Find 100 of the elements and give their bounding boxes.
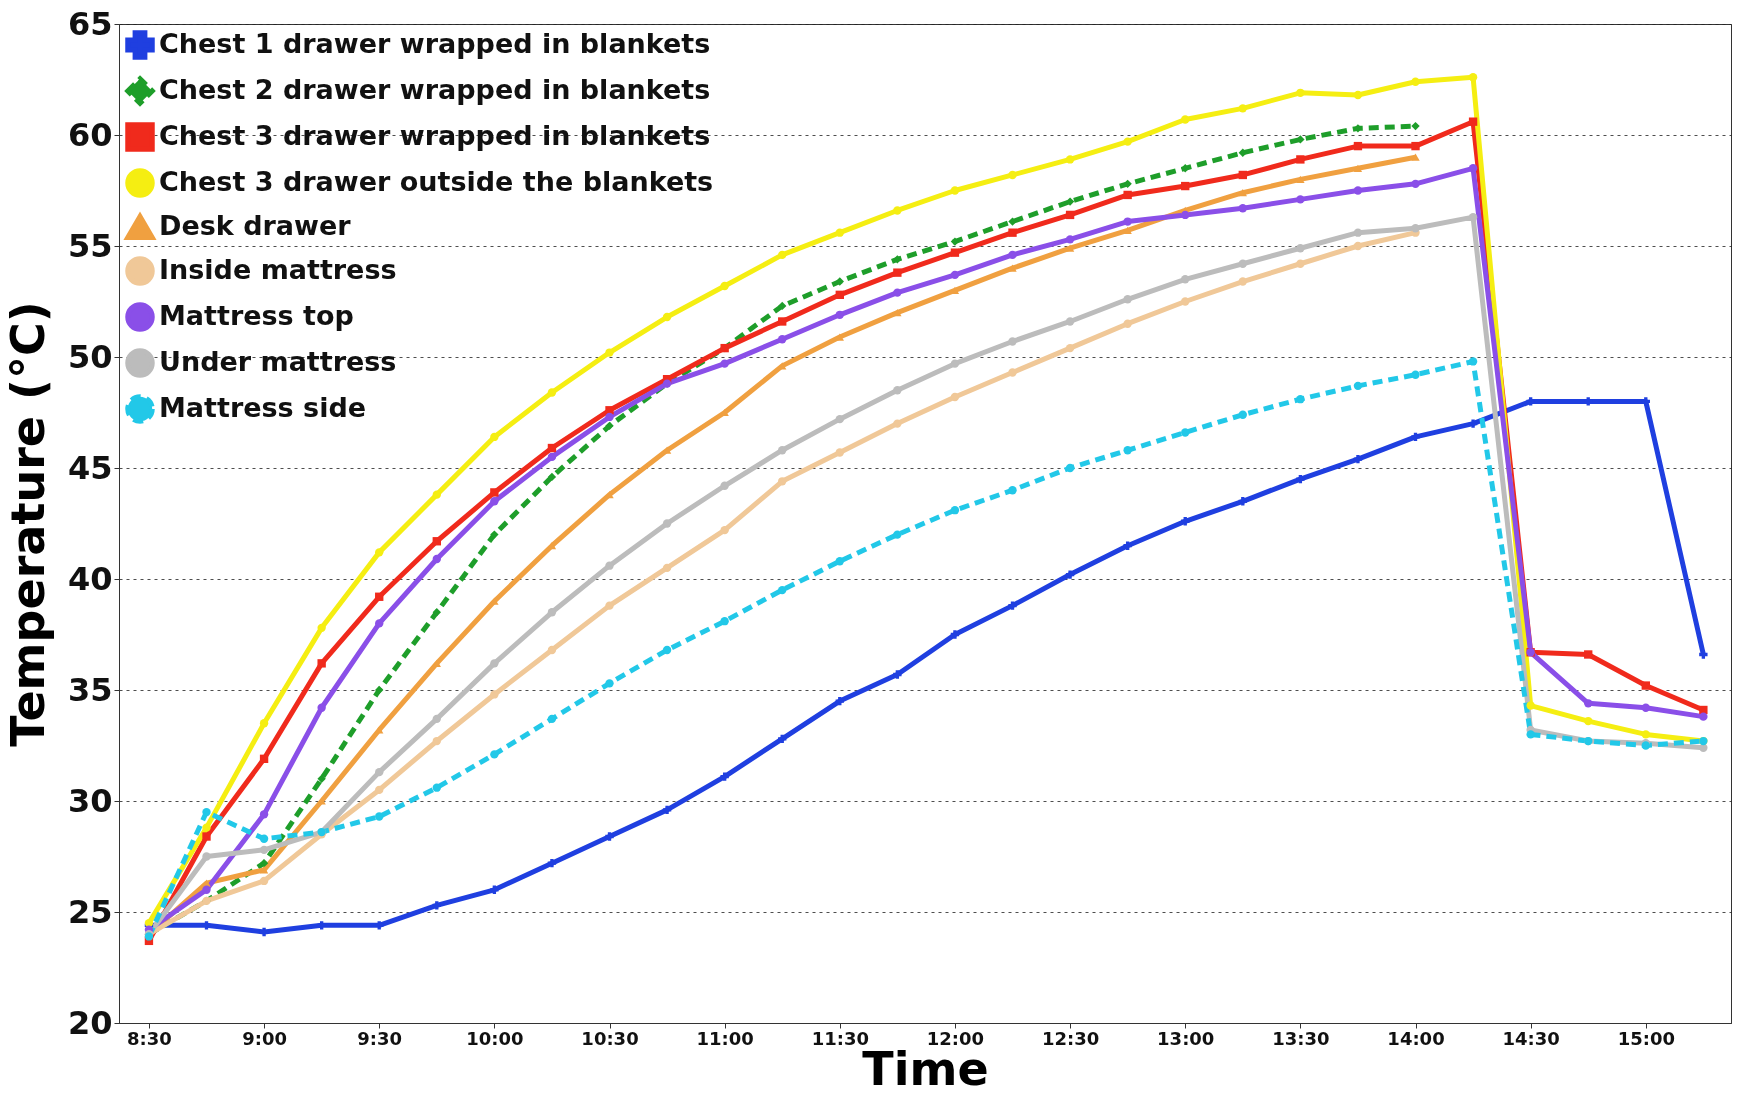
point	[432, 554, 441, 564]
x-tick-label: 14:30	[1502, 1027, 1560, 1049]
point	[1353, 186, 1363, 195]
x-tick-label: 12:30	[1041, 1027, 1100, 1049]
point	[1123, 319, 1132, 328]
point	[605, 601, 614, 610]
point	[490, 750, 499, 759]
point	[1468, 357, 1478, 366]
point	[259, 834, 269, 843]
x-tick-label: 12:00	[926, 1027, 985, 1049]
point	[950, 248, 960, 257]
point	[1296, 88, 1305, 97]
y-tick-label: 45	[67, 448, 113, 487]
point	[547, 452, 557, 462]
point	[950, 392, 960, 402]
point	[1468, 117, 1478, 126]
x-tick-label: 8:30	[127, 1027, 172, 1049]
point	[1238, 189, 1247, 197]
legend-label: Chest 1 drawer wrapped in blankets	[159, 28, 711, 59]
point	[835, 696, 844, 706]
point	[375, 785, 384, 795]
point	[1353, 141, 1363, 151]
point	[1123, 137, 1132, 146]
point	[1123, 295, 1132, 304]
point	[1123, 446, 1132, 455]
y-tick-label: 60	[67, 115, 113, 154]
point	[1468, 73, 1478, 82]
point	[490, 690, 499, 699]
legend-label: Desk drawer	[159, 210, 352, 241]
y-tick-label: 25	[67, 892, 113, 931]
point	[778, 301, 787, 311]
x-tick-label: 9:30	[357, 1027, 403, 1049]
point	[432, 490, 441, 499]
point	[259, 845, 269, 855]
point	[1065, 210, 1075, 220]
point	[1008, 228, 1017, 237]
point	[1296, 155, 1305, 164]
point	[202, 885, 211, 894]
point	[1411, 121, 1420, 131]
legend-label: Inside mattress	[159, 254, 397, 285]
point	[605, 421, 614, 430]
x-tick-label: 11:00	[696, 1027, 754, 1049]
point	[1238, 170, 1247, 180]
point	[547, 443, 557, 453]
point	[605, 561, 614, 570]
point	[375, 592, 384, 601]
point	[893, 670, 902, 679]
point	[950, 186, 960, 195]
point	[1641, 681, 1650, 690]
y-tick-label: 20	[67, 1003, 113, 1042]
point	[662, 312, 672, 322]
legend-label: Mattress top	[159, 300, 354, 331]
point	[1353, 90, 1363, 100]
point	[893, 255, 902, 264]
point	[375, 767, 384, 777]
point	[490, 497, 499, 506]
y-tick-label: 65	[67, 4, 113, 43]
point	[950, 270, 960, 280]
point	[1296, 135, 1305, 144]
point	[893, 530, 902, 539]
point	[720, 617, 729, 626]
point	[778, 446, 787, 455]
point	[432, 736, 441, 746]
point	[547, 472, 557, 482]
point	[1699, 650, 1708, 659]
point	[720, 281, 729, 291]
point	[1353, 164, 1363, 172]
point	[893, 386, 902, 395]
point	[1123, 541, 1132, 550]
point	[720, 525, 729, 535]
x-tick-label: 10:00	[466, 1027, 524, 1049]
point	[778, 477, 787, 486]
point	[662, 563, 672, 573]
point	[1008, 337, 1017, 346]
point	[835, 277, 844, 286]
point	[1238, 204, 1247, 213]
point	[1641, 703, 1650, 712]
point	[1584, 650, 1593, 659]
point	[1353, 241, 1363, 251]
point	[259, 876, 269, 886]
point	[662, 519, 672, 528]
point	[1411, 153, 1420, 161]
point	[893, 268, 902, 277]
point	[317, 774, 326, 783]
point	[490, 432, 499, 442]
point	[1238, 104, 1247, 113]
point	[1411, 370, 1420, 379]
point	[1411, 141, 1420, 151]
point	[1065, 155, 1075, 164]
point	[835, 414, 844, 424]
point	[432, 783, 441, 792]
point	[547, 388, 557, 397]
point	[662, 805, 672, 815]
legend-label: Under mattress	[159, 346, 397, 377]
point	[259, 719, 269, 728]
point	[1296, 395, 1305, 404]
point	[1641, 730, 1650, 739]
point	[1123, 190, 1132, 200]
y-tick-label: 30	[67, 781, 113, 820]
point	[662, 645, 672, 655]
